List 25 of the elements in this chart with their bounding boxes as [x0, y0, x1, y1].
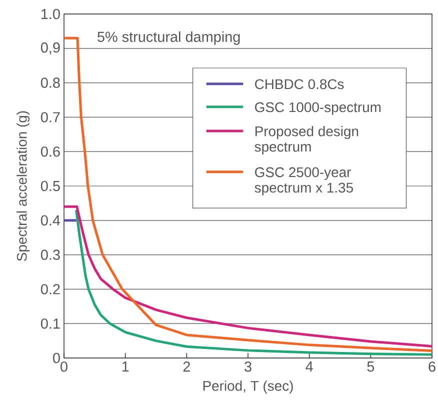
x-tick-label: 6 — [428, 362, 436, 372]
y-tick-label: 0.2 — [40, 284, 60, 294]
y-tick-label: 0.6 — [40, 146, 60, 157]
y-tick-label: 0.5 — [40, 180, 60, 192]
y-tick-label: 0.3 — [40, 250, 60, 260]
legend-label: GSC 2500-year spectrum x 1.35 — [254, 167, 353, 196]
y-tick-label: 0.1 — [40, 318, 60, 329]
y-tick-label: 0.8 — [40, 78, 60, 88]
x-tick-label: 1 — [122, 362, 129, 372]
x-tick-label: 2 — [183, 362, 190, 372]
x-tick-label: 0 — [60, 362, 68, 372]
x-tick-label: 3 — [244, 362, 252, 372]
y-axis-title: Spectral acceleration (g) — [16, 111, 30, 261]
y-tick-label: 0.7 — [40, 112, 60, 122]
x-axis-title: Period, T (sec) — [203, 380, 293, 394]
legend-label: Proposed design spectrum — [254, 126, 358, 154]
annotation: 5% structural damping — [98, 31, 240, 45]
y-tick-label: 0,9 — [40, 42, 60, 54]
y-tick-label: 1.0 — [41, 8, 60, 20]
x-tick-label: 4 — [306, 362, 313, 372]
y-tick-label: 0 — [53, 352, 60, 364]
legend-label: CHBDC 0.8Cs — [255, 79, 344, 90]
x-tick-label: 5 — [367, 362, 374, 372]
y-tick-label: 0.4 — [40, 215, 60, 226]
legend-label: GSC 1000-spectrum — [255, 102, 381, 115]
